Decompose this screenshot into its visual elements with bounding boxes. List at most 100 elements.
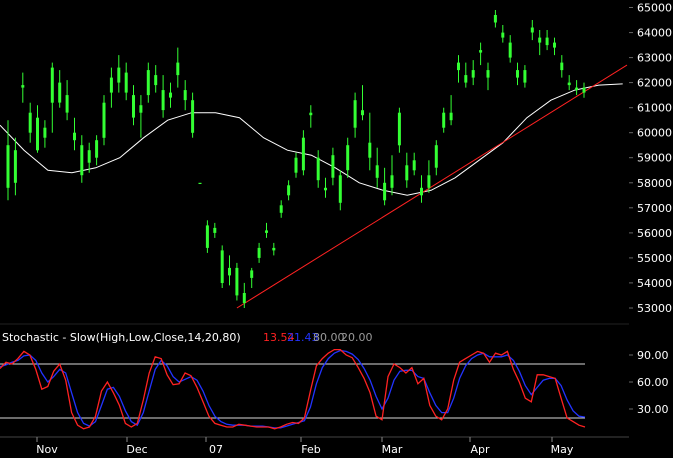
price-tick-label: 60000 [637,127,672,140]
price-tick-label: 64000 [637,27,672,40]
x-axis: Nov Dec 07 Feb Mar Apr May [36,437,574,456]
candle-body [338,175,342,203]
x-tick-label: Dec [126,443,147,456]
candle-body [117,67,121,83]
candle-body [250,270,254,278]
candle-body [87,150,91,163]
candle-body [427,175,431,188]
candle-body [228,267,231,276]
candle-body [220,250,224,283]
candle-body [205,225,209,248]
candle-body [449,112,453,121]
candle-body [316,157,320,181]
candle-body [198,182,202,184]
candle-body [346,145,350,171]
candle-body [294,157,298,173]
candle-body [353,100,357,128]
moving-average-line [0,83,623,196]
candle-body [58,82,62,103]
candle-body [257,247,261,258]
x-tick-label: May [551,443,574,456]
candle-body [176,62,180,76]
candle-body [183,90,187,101]
price-tick-label: 65000 [637,2,672,15]
candle-body [13,150,17,183]
candle-body [331,155,335,178]
stochastic-tick-label: 30.00 [637,403,669,416]
candle-body [412,160,416,171]
candle-body [132,95,135,118]
price-ticks: 53000 54000 55000 56000 57000 58000 59000 60000… [629,2,672,315]
candle-body [508,42,512,58]
candle-body [272,247,276,251]
candle-body [235,267,239,296]
candle-body [493,15,497,23]
candle-body [486,70,490,78]
candles [6,10,586,308]
legend-value-80: 80.00 [313,331,345,344]
candle-body [161,90,165,111]
candle-body [397,112,401,146]
candle-body [501,32,505,38]
candle-body [109,77,113,93]
candle-body [102,102,106,138]
candle-body [154,75,158,86]
candle-body [553,42,556,48]
candle-body [560,62,564,71]
candle-body [309,112,313,116]
candle-body [28,112,32,133]
price-tick-label: 57000 [637,202,672,215]
price-tick-label: 61000 [637,102,672,115]
candle-body [368,142,372,158]
price-tick-label: 59000 [637,152,672,165]
candle-body [383,182,387,201]
candle-body [582,87,586,93]
candle-body [146,70,150,96]
trendline [236,64,628,309]
candle-body [530,27,534,33]
candle-body [279,205,283,213]
candle-body [420,187,423,196]
price-plot-area [0,0,629,318]
candle-body [442,112,446,128]
candle-body [567,82,571,86]
x-tick-label: Feb [301,443,320,456]
stochastic-tick-label: 90.00 [637,349,669,362]
stochastic-d-line [0,349,586,429]
price-panel: 53000 54000 55000 56000 57000 58000 59000 60000… [0,0,672,318]
legend-value-red: 13.54 [263,331,295,344]
stochastic-tick-label: 60.00 [637,376,669,389]
candle-body [139,105,143,113]
candle-body [6,145,10,188]
stochastic-title: Stochastic - Slow(High,Low,Close,14,20,8… [2,331,241,344]
candle-body [434,145,438,168]
candle-body [405,165,409,181]
x-tick-label: 07 [209,443,223,456]
candle-body [73,132,76,141]
candle-body [479,50,483,53]
candle-body [124,72,128,93]
price-tick-label: 56000 [637,227,672,240]
stochastic-panel: Stochastic - Slow(High,Low,Close,14,20,8… [0,331,669,430]
candle-body [36,117,39,151]
price-tick-label: 58000 [637,177,672,190]
candle-body [242,293,246,303]
price-tick-label: 63000 [637,52,672,65]
candle-body [575,87,579,91]
candle-body [516,70,519,78]
candle-body [95,140,99,158]
candle-body [538,37,542,43]
price-tick-label: 55000 [637,252,672,265]
candle-body [287,185,291,196]
candle-body [375,165,379,178]
candle-body [43,127,47,138]
candle-body [523,70,527,83]
candle-body [65,95,69,113]
candle-body [457,62,460,71]
candle-body [191,100,195,133]
candle-body [361,110,364,116]
candle-body [471,70,475,78]
stochastic-k-line [0,348,586,430]
candle-body [390,175,394,188]
